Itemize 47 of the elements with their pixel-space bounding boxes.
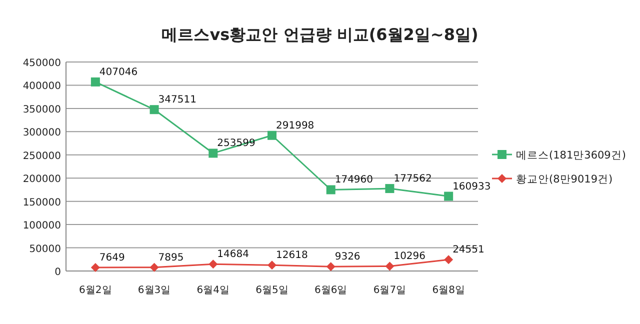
y-tick-label: 150000 bbox=[22, 197, 61, 208]
y-tick-label: 100000 bbox=[22, 220, 61, 232]
point bbox=[90, 77, 100, 86]
point bbox=[444, 192, 454, 201]
x-tick-label: 6월4일 bbox=[196, 285, 230, 296]
point bbox=[326, 185, 336, 194]
data-label: 14684 bbox=[217, 249, 249, 260]
y-tick-label: 200000 bbox=[22, 174, 61, 186]
data-label: 7649 bbox=[99, 252, 125, 264]
point bbox=[90, 262, 100, 272]
data-label: 177562 bbox=[394, 174, 432, 185]
x-tick-label: 6월3일 bbox=[138, 285, 171, 296]
point bbox=[150, 105, 159, 114]
x-tick-label: 6월5일 bbox=[256, 285, 288, 296]
point bbox=[326, 262, 336, 272]
y-tick-label: 0 bbox=[54, 267, 61, 278]
legend-label: 메르스(181만3609건) bbox=[516, 150, 626, 162]
data-label: 24551 bbox=[452, 244, 484, 256]
data-label: 291998 bbox=[276, 120, 314, 132]
point bbox=[208, 260, 218, 269]
y-tick-label: 350000 bbox=[22, 104, 61, 116]
point bbox=[268, 260, 276, 270]
data-label: 10296 bbox=[394, 251, 426, 262]
y-tick-label: 450000 bbox=[22, 58, 61, 69]
data-label: 9326 bbox=[334, 252, 360, 263]
x-tick-label: 6월7일 bbox=[373, 285, 406, 296]
legend-label: 황교안(8만9019건) bbox=[516, 174, 613, 186]
y-tick-label: 300000 bbox=[22, 128, 61, 139]
data-label: 12618 bbox=[276, 250, 308, 262]
x-tick-label: 6월2일 bbox=[79, 285, 112, 296]
data-label: 160933 bbox=[452, 181, 491, 192]
point bbox=[150, 262, 159, 272]
data-label: 174960 bbox=[334, 174, 374, 186]
point bbox=[444, 255, 454, 264]
point bbox=[208, 148, 218, 158]
point bbox=[268, 130, 276, 140]
data-label: 347511 bbox=[158, 94, 196, 106]
x-tick-label: 6월8일 bbox=[432, 285, 465, 296]
y-tick-label: 400000 bbox=[22, 81, 61, 92]
chart-title: 메르스vs황교안 언급량 비교(6월2일~8일) bbox=[162, 25, 478, 44]
point bbox=[385, 262, 394, 271]
data-label: 407046 bbox=[99, 66, 138, 78]
y-tick-label: 250000 bbox=[22, 150, 61, 162]
point bbox=[385, 184, 394, 194]
y-tick-label: 50000 bbox=[29, 244, 61, 255]
x-tick-label: 6월6일 bbox=[314, 285, 348, 296]
data-label: 7895 bbox=[158, 252, 184, 264]
